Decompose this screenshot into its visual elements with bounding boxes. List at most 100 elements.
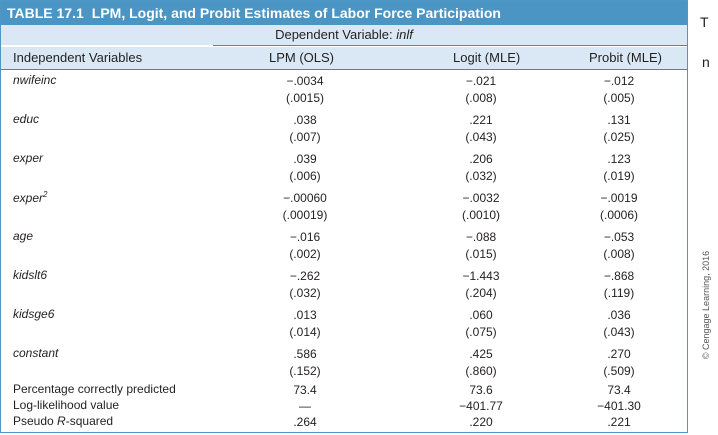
cutoff-text-n: n bbox=[702, 54, 710, 70]
logit-stat-value: .220 bbox=[469, 415, 493, 429]
probit-std-error: (.509) bbox=[603, 364, 635, 378]
variable-name: educ bbox=[13, 112, 39, 126]
lpm-cell: −.0034 (.0015) bbox=[245, 73, 365, 107]
lpm-std-error: (.0015) bbox=[285, 91, 325, 105]
logit-estimate: −.088 bbox=[465, 230, 497, 244]
lpm-cell: .038 (.007) bbox=[245, 112, 365, 146]
lpm-std-error: (.00019) bbox=[282, 208, 328, 222]
probit-std-error: (.0006) bbox=[599, 208, 639, 222]
probit-cell: −.053 (.008) bbox=[559, 229, 679, 263]
probit-estimate: .131 bbox=[607, 113, 631, 127]
logit-estimate: .060 bbox=[469, 308, 493, 322]
variable-name: exper bbox=[13, 151, 43, 165]
probit-cell: −.0019 (.0006) bbox=[559, 190, 679, 224]
lpm-std-error: (.007) bbox=[289, 130, 321, 144]
probit-estimate: −.0019 bbox=[600, 191, 638, 205]
table-title: LPM, Logit, and Probit Estimates of Labo… bbox=[91, 5, 501, 21]
probit-std-error: (.005) bbox=[603, 91, 635, 105]
stat-label-prefix: Pseudo bbox=[13, 414, 58, 428]
variable-label: constant bbox=[13, 346, 59, 360]
logit-std-error: (.015) bbox=[465, 247, 497, 261]
logit-cell: −1.443 (.204) bbox=[421, 268, 541, 302]
probit-std-error: (.008) bbox=[603, 247, 635, 261]
logit-std-error: (.204) bbox=[465, 286, 497, 300]
lpm-stat-value: .264 bbox=[293, 415, 317, 429]
logit-stat-value: −401.77 bbox=[459, 399, 503, 413]
header-probit: Probit (MLE) bbox=[589, 47, 662, 69]
variable-label: nwifeinc bbox=[13, 73, 57, 87]
lpm-estimate: .039 bbox=[293, 152, 317, 166]
logit-estimate: .221 bbox=[469, 113, 493, 127]
logit-std-error: (.032) bbox=[465, 169, 497, 183]
logit-cell: .221 (.043) bbox=[421, 112, 541, 146]
probit-estimate: .270 bbox=[607, 347, 631, 361]
probit-std-error: (.019) bbox=[603, 169, 635, 183]
variable-label: age bbox=[13, 229, 34, 243]
lpm-estimate: −.00060 bbox=[283, 191, 327, 205]
table-title-bar: TABLE 17.1 LPM, Logit, and Probit Estimat… bbox=[1, 1, 687, 25]
logit-stat-value: 73.6 bbox=[469, 383, 493, 397]
lpm-estimate: .586 bbox=[293, 347, 317, 361]
lpm-cell: −.262 (.032) bbox=[245, 268, 365, 302]
variable-label: educ bbox=[13, 112, 40, 126]
lpm-std-error: (.032) bbox=[289, 286, 321, 300]
variable-label: exper bbox=[13, 151, 44, 165]
probit-cell: .123 (.019) bbox=[559, 151, 679, 185]
probit-estimate: −.012 bbox=[603, 74, 635, 88]
variable-name: kidslt6 bbox=[13, 268, 47, 282]
probit-cell: .131 (.025) bbox=[559, 112, 679, 146]
lpm-cell: .013 (.014) bbox=[245, 307, 365, 341]
probit-stat-value: 73.4 bbox=[607, 383, 631, 397]
logit-cell: −.021 (.008) bbox=[421, 73, 541, 107]
logit-cell: .206 (.032) bbox=[421, 151, 541, 185]
probit-estimate: −.868 bbox=[603, 269, 635, 283]
variable-name: age bbox=[13, 229, 33, 243]
copyright-text: © Cengage Learning, 2016 bbox=[701, 250, 711, 359]
probit-estimate: −.053 bbox=[603, 230, 635, 244]
dependent-prefix: Dependent Variable: bbox=[275, 27, 393, 42]
logit-estimate: .206 bbox=[469, 152, 493, 166]
variable-name: nwifeinc bbox=[13, 73, 56, 87]
probit-cell: −.868 (.119) bbox=[559, 268, 679, 302]
logit-std-error: (.008) bbox=[465, 91, 497, 105]
table-number: TABLE 17.1 bbox=[7, 5, 84, 21]
logit-std-error: (.860) bbox=[465, 364, 497, 378]
probit-cell: .270 (.509) bbox=[559, 346, 679, 380]
logit-estimate: −.0032 bbox=[462, 191, 500, 205]
header-logit: Logit (MLE) bbox=[453, 47, 521, 69]
variable-name: kidsge6 bbox=[13, 307, 54, 321]
stat-label: Log-likelihood value bbox=[13, 398, 120, 412]
cutoff-text-t: T bbox=[700, 14, 709, 30]
probit-cell: .036 (.043) bbox=[559, 307, 679, 341]
probit-cell: −.012 (.005) bbox=[559, 73, 679, 107]
logit-std-error: (.043) bbox=[465, 130, 497, 144]
lpm-estimate: −.0034 bbox=[286, 74, 324, 88]
probit-std-error: (.119) bbox=[603, 286, 635, 300]
probit-estimate: .123 bbox=[607, 152, 631, 166]
logit-std-error: (.075) bbox=[465, 325, 497, 339]
lpm-stat-value: 73.4 bbox=[293, 383, 317, 397]
logit-std-error: (.0010) bbox=[461, 208, 501, 222]
probit-estimate: .036 bbox=[607, 308, 631, 322]
logit-cell: .060 (.075) bbox=[421, 307, 541, 341]
lpm-std-error: (.002) bbox=[289, 247, 321, 261]
copyright-credit: © Cengage Learning, 2016 bbox=[694, 0, 718, 435]
lpm-std-error: (.006) bbox=[289, 169, 321, 183]
stat-label-italic: R bbox=[57, 414, 66, 428]
logit-estimate: −.021 bbox=[465, 74, 497, 88]
lpm-estimate: .013 bbox=[293, 308, 317, 322]
logit-estimate: .425 bbox=[469, 347, 493, 361]
variable-name: constant bbox=[13, 346, 58, 360]
lpm-cell: −.00060 (.00019) bbox=[245, 190, 365, 224]
lpm-cell: .586 (.152) bbox=[245, 346, 365, 380]
probit-stat-value: .221 bbox=[607, 415, 631, 429]
lpm-std-error: (.014) bbox=[289, 325, 321, 339]
lpm-stat-value: — bbox=[299, 399, 311, 413]
logit-estimate: −1.443 bbox=[462, 269, 500, 283]
stat-label: Percentage correctly predicted bbox=[13, 382, 176, 396]
logit-cell: −.0032 (.0010) bbox=[421, 190, 541, 224]
dependent-divider bbox=[213, 45, 687, 46]
dependent-variable-row: Dependent Variable: inlf bbox=[1, 25, 687, 45]
variable-label: exper bbox=[13, 191, 44, 205]
dependent-var: inlf bbox=[396, 27, 413, 42]
